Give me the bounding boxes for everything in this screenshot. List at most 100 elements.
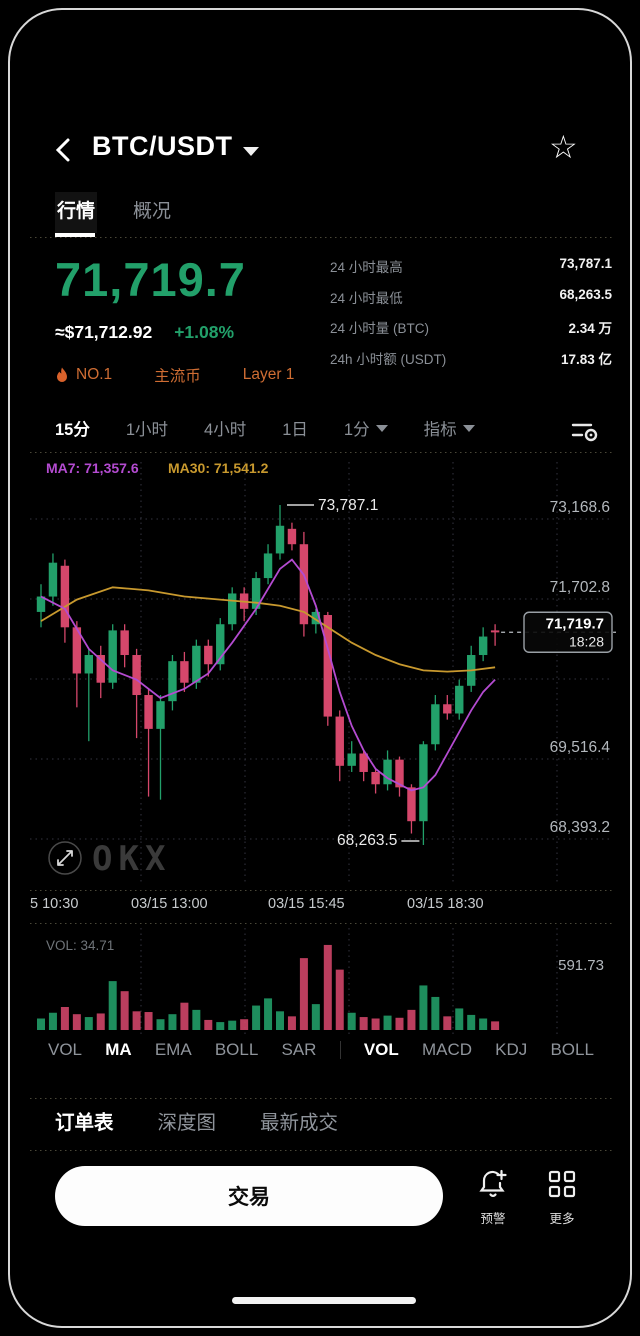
separator — [30, 923, 612, 924]
indicator-dropdown[interactable]: 指标 — [424, 416, 475, 440]
pair-title-dropdown[interactable]: BTC/USDT — [92, 131, 233, 161]
watermark-logo: OKX — [92, 839, 171, 879]
star-icon: ☆ — [549, 129, 578, 165]
separator — [30, 237, 612, 238]
timeframe-label: 指标 — [423, 421, 457, 439]
y-axis-label: 71,702.8 — [550, 579, 610, 596]
stat-row: 24h 小时额 (USDT) 17.83 亿 — [330, 348, 612, 368]
indicator-tab-macd[interactable]: MACD — [421, 1040, 472, 1059]
badge-no1[interactable]: NO.1 — [55, 366, 112, 384]
stat-label: 24h 小时额 (USDT) — [330, 351, 447, 367]
indicator-tab-vol2[interactable]: VOL — [363, 1040, 399, 1059]
high-annotation: 73,787.1 — [318, 497, 378, 514]
stat-value: 68,263.5 — [559, 286, 612, 302]
time-tick: 03/15 13:00 — [131, 896, 208, 912]
favorite-star-button[interactable]: ☆ — [549, 130, 578, 164]
separator — [30, 1150, 612, 1151]
indicator-tab-kdj[interactable]: KDJ — [495, 1040, 528, 1059]
indicator-tab-boll2[interactable]: BOLL — [550, 1040, 594, 1059]
okx-watermark — [48, 841, 82, 875]
stat-row: 24 小时最高 73,787.1 — [330, 256, 612, 276]
stat-label: 24 小时最低 — [330, 290, 403, 306]
tab-market[interactable]: 行情 — [55, 192, 98, 237]
y-axis-label: 68,393.2 — [550, 819, 610, 836]
y-axis-label: 73,168.6 — [550, 499, 610, 516]
timeframe-label: 1分 — [343, 421, 370, 439]
indicator-tab-boll[interactable]: BOLL — [214, 1040, 259, 1059]
expand-arrows-icon — [57, 850, 73, 866]
trade-button[interactable]: 交易 — [55, 1166, 443, 1226]
volume-bars — [37, 944, 500, 1030]
indicator-tab-bar: VOL MA EMA BOLL SAR VOL MACD KDJ BOLL — [48, 1040, 594, 1060]
volume-legend: VOL: 34.71 — [46, 938, 114, 953]
timeframe-4h[interactable]: 4小时 — [204, 416, 246, 440]
candlesticks — [36, 505, 500, 845]
ma7-legend: MA7: 71,357.6 — [46, 460, 139, 476]
chevron-down-icon — [243, 147, 259, 156]
stat-value: 73,787.1 — [559, 256, 612, 271]
more-button[interactable]: 更多 — [530, 1168, 594, 1227]
time-axis: 5 10:30 03/15 13:00 03/15 15:45 03/15 18… — [0, 893, 640, 919]
stat-row: 24 小时最低 68,263.5 — [330, 287, 612, 307]
more-label: 更多 — [549, 1212, 575, 1226]
tab-overview[interactable]: 概况 — [133, 201, 172, 222]
current-price-value: 71,719.7 — [546, 615, 604, 632]
bell-plus-icon — [479, 1169, 507, 1197]
ma30-legend: MA30: 71,541.2 — [168, 460, 269, 476]
chart-grid — [30, 462, 612, 1034]
current-price-tag — [501, 611, 616, 653]
timeframe-label: 1日 — [282, 421, 308, 439]
volume-axis-label: 591.73 — [558, 957, 604, 974]
low-annotation: 68,263.5 — [337, 832, 397, 849]
stat-row: 24 小时量 (BTC) 2.34 万 — [330, 317, 612, 337]
stat-value: 2.34 万 — [568, 321, 612, 336]
divider — [339, 1041, 341, 1059]
timeframe-1d[interactable]: 1日 — [282, 416, 308, 440]
tab-orderbook[interactable]: 订单表 — [55, 1112, 114, 1134]
tab-depth-chart[interactable]: 深度图 — [157, 1112, 217, 1134]
grid-more-icon — [548, 1170, 576, 1198]
back-button[interactable] — [50, 136, 78, 164]
stat-label: 24 小时最高 — [330, 260, 403, 275]
indicator-tab-sar[interactable]: SAR — [281, 1040, 317, 1059]
separator — [30, 1098, 612, 1099]
timeframe-1m-dropdown[interactable]: 1分 — [344, 416, 388, 440]
timeframe-label: 1小时 — [125, 421, 169, 439]
current-price-time: 18:28 — [569, 633, 604, 649]
badge-label: Layer 1 — [242, 366, 295, 383]
indicator-tab-vol[interactable]: VOL — [48, 1040, 83, 1059]
chevron-left-icon — [55, 138, 70, 162]
tab-latest-trades[interactable]: 最新成交 — [260, 1112, 339, 1134]
badge-label: NO.1 — [76, 366, 113, 383]
timeframe-1h[interactable]: 1小时 — [126, 416, 168, 440]
fiat-price: ≈$71,712.92 — [55, 322, 153, 342]
chevron-down-icon — [375, 424, 388, 432]
alert-label: 预警 — [480, 1212, 506, 1226]
time-tick: 03/15 15:45 — [268, 896, 345, 912]
expand-chart-button[interactable] — [48, 841, 82, 875]
indicator-tab-ema[interactable]: EMA — [154, 1040, 192, 1059]
badge-mainstream[interactable]: 主流币 — [154, 364, 201, 386]
kline-chart[interactable]: OKX MA7: 71,357.6 MA30: 71,541.2 73,168.6 71… — [0, 452, 640, 1036]
chevron-down-icon — [462, 424, 475, 432]
badge-layer1[interactable]: Layer 1 — [243, 366, 295, 384]
home-indicator[interactable] — [232, 1297, 416, 1304]
last-price: 71,719.7 — [55, 253, 246, 306]
separator — [30, 452, 612, 453]
timeframe-label: 15分 — [55, 421, 90, 439]
bottom-tab-bar: 订单表 深度图 最新成交 — [55, 1106, 338, 1135]
alert-button[interactable]: 预警 — [461, 1168, 525, 1227]
timeframe-15m[interactable]: 15分 — [55, 416, 90, 440]
top-tab-bar: 行情 概况 — [55, 192, 173, 237]
indicator-tab-ma[interactable]: MA — [105, 1040, 132, 1059]
time-tick: 5 10:30 — [30, 896, 79, 912]
badge-label: 主流币 — [154, 368, 201, 385]
stat-label: 24 小时量 (BTC) — [330, 321, 430, 336]
chart-settings-button[interactable] — [570, 418, 600, 444]
stats-panel: 24 小时最高 73,787.1 24 小时最低 68,263.5 24 小时量… — [330, 256, 612, 378]
y-axis-label: 69,516.4 — [550, 739, 611, 756]
price-change: +1.08% — [174, 322, 235, 342]
flame-icon — [57, 367, 67, 382]
time-tick: 03/15 18:30 — [407, 896, 484, 912]
stat-value: 17.83 亿 — [560, 351, 612, 367]
